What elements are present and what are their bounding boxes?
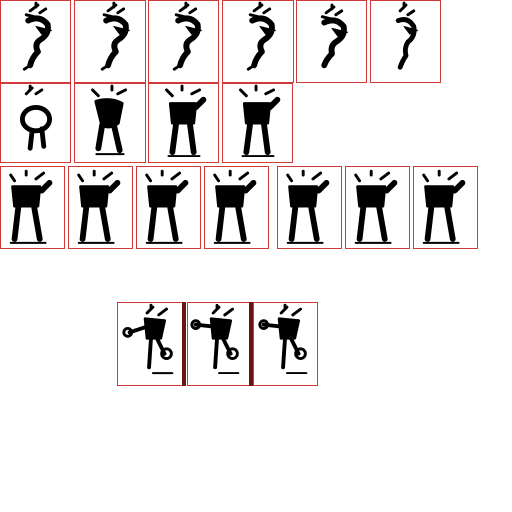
idle-creature-sprite (213, 169, 257, 244)
frame-separator (182, 302, 186, 386)
sprite-frame-leap-5 (296, 0, 367, 83)
idle-creature-sprite (422, 169, 466, 244)
attack-creature-sprite (122, 303, 174, 375)
sprite-frame-attack-3 (253, 302, 318, 386)
leaping-creature-sprite (172, 1, 202, 71)
sprite-frame-land-1 (0, 83, 71, 163)
sprite-frame-land-3 (148, 83, 219, 163)
sprite-frame-idle-5 (277, 166, 342, 249)
idle-creature-sprite (77, 169, 121, 244)
landing-creature-sprite (165, 84, 207, 158)
sprite-frame-idle-4 (204, 166, 269, 249)
leaping-creature-sprite (395, 1, 419, 70)
sprite-frame-attack-1 (117, 302, 184, 386)
sprite-frame-idle-3 (136, 166, 201, 249)
attack-creature-sprite (258, 303, 308, 375)
sprite-frame-idle-6 (345, 166, 410, 249)
idle-creature-sprite (286, 169, 330, 244)
idle-creature-sprite (9, 169, 53, 244)
sprite-frame-attack-2 (187, 302, 250, 386)
sprite-frame-leap-4 (222, 0, 294, 83)
sprite-frame-idle-2 (68, 166, 133, 249)
sprite-frame-leap-1 (0, 0, 71, 83)
landing-creature-sprite (239, 84, 281, 158)
attack-creature-sprite (190, 303, 240, 375)
sprite-frame-leap-2 (74, 0, 146, 83)
sprite-frame-leap-6 (370, 0, 441, 83)
landing-creature-sprite (91, 84, 128, 156)
landing-creature-sprite (19, 84, 53, 151)
leaping-creature-sprite (246, 1, 276, 71)
sprite-frame-leap-3 (148, 0, 219, 83)
leaping-creature-sprite (100, 1, 130, 71)
sprite-frame-land-2 (74, 83, 146, 163)
frame-separator (249, 302, 253, 386)
sprite-frame-idle-7 (413, 166, 478, 249)
sprite-frame-idle-1 (0, 166, 65, 249)
idle-creature-sprite (354, 169, 398, 244)
idle-creature-sprite (145, 169, 189, 244)
leaping-creature-sprite (320, 3, 349, 69)
leaping-creature-sprite (22, 1, 53, 71)
sprite-frame-land-4 (222, 83, 293, 163)
